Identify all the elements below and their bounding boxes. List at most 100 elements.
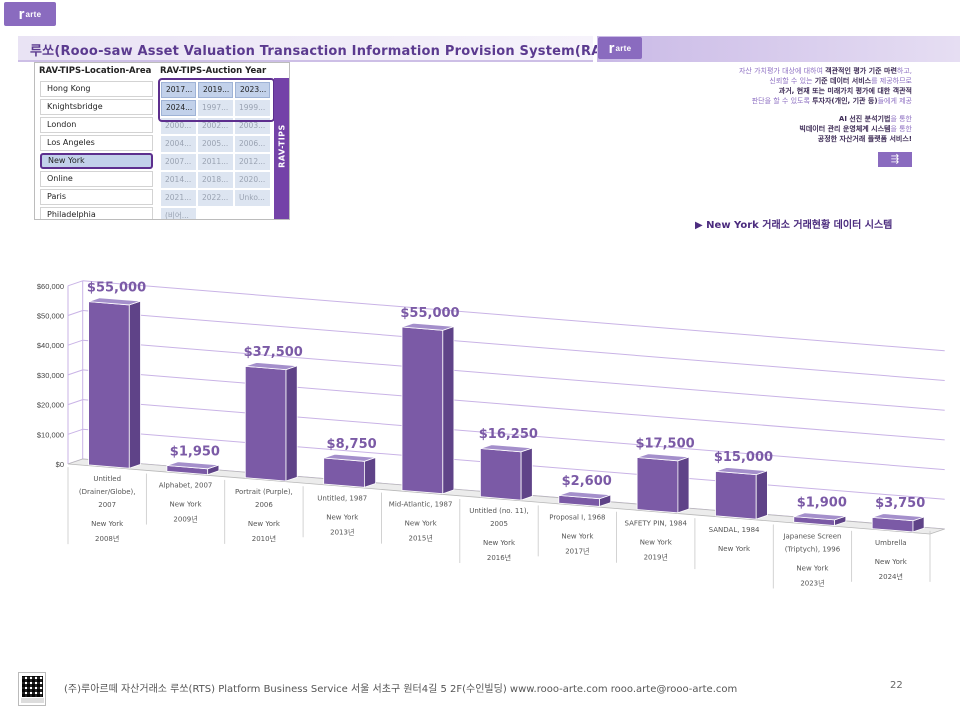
data-label: $55,000 (400, 306, 459, 321)
description-emphasis: 과거, 현재 또는 미래가치 평가에 대한 객관적 (778, 87, 912, 95)
data-label: $16,250 (479, 427, 538, 442)
filter-slicer: RAV-TIPS-Location-Area RAV-TIPS-Auction … (34, 62, 290, 220)
location-item[interactable]: London (40, 117, 153, 133)
category-location-label: New York (561, 532, 594, 540)
category-title-label: Untitled (93, 475, 121, 483)
location-item[interactable]: New York (40, 153, 153, 169)
description-emphasis: 기준 데이터 서비스 (814, 77, 872, 85)
year-item[interactable]: 2000... (161, 118, 196, 134)
description-line: 판단을 할 수 있도록 투자자(개인, 기관 등)들에게 제공 (600, 96, 912, 106)
y-gridline-side (67, 428, 83, 435)
description-emphasis: AI 선진 분석기법 (838, 115, 891, 123)
category-year-label: 2017년 (565, 546, 589, 555)
year-item[interactable]: 2007... (161, 154, 196, 170)
location-item[interactable]: Paris (40, 189, 153, 205)
year-item[interactable]: 2022... (198, 190, 233, 206)
qr-code-icon (18, 672, 46, 706)
y-gridline-side (67, 280, 83, 287)
description-emphasis: 빅데이터 관리 운영체계 시스템 (799, 125, 891, 133)
category-location-label: New York (483, 539, 516, 547)
year-item[interactable]: 2002... (198, 118, 233, 134)
bar-front (88, 301, 130, 469)
year-item[interactable]: 2023... (235, 82, 270, 98)
year-item[interactable]: 2011... (198, 154, 233, 170)
slicer-side-text: RAV-TIPS (277, 124, 287, 168)
category-location-label: New York (875, 558, 908, 566)
description-text: 자산 가치평가 대상에 대하여 (738, 67, 826, 75)
category-title-label: (Drainer/Globe), (79, 488, 136, 496)
year-item[interactable]: 2024... (161, 100, 196, 116)
share-icon[interactable]: ⇶ (878, 152, 912, 167)
description-line: 신뢰할 수 있는 기준 데이터 서비스를 제공하므로 (600, 76, 912, 86)
category-title-label: 2005 (490, 520, 508, 528)
bar-top (480, 444, 533, 453)
data-label: $55,000 (87, 280, 146, 295)
year-item[interactable]: 2021... (161, 190, 196, 206)
bar-top (323, 453, 376, 462)
data-label: $15,000 (714, 450, 773, 465)
y-tick-label: $60,000 (37, 282, 64, 291)
bar-top (872, 513, 925, 522)
data-label: $3,750 (875, 496, 925, 511)
bar-front (323, 457, 365, 488)
location-item[interactable]: Philadelphia (40, 207, 153, 219)
category-title-label: Umbrella (875, 539, 907, 547)
y-gridline (82, 399, 945, 471)
bar-front (479, 448, 522, 501)
bar-front (636, 457, 679, 514)
year-item[interactable]: 1999... (235, 100, 270, 116)
location-item[interactable]: Online (40, 171, 153, 187)
bar-front (244, 365, 287, 482)
category-year-label: 2016년 (487, 553, 511, 562)
description-text: 를 제공하므로 (871, 77, 912, 85)
description-emphasis: 객관적인 평가 기준 마련 (825, 67, 897, 75)
year-item[interactable]: 2018... (198, 172, 233, 188)
year-item[interactable]: 1997... (198, 100, 233, 116)
category-year-label: 2009년 (173, 515, 197, 524)
brand-logo-text: arte (615, 43, 632, 53)
footer-text: (주)루아르떼 자산거래소 루쏘(RTS) Platform Business … (64, 684, 738, 695)
bar-front (401, 326, 444, 495)
category-location-label: New York (170, 501, 203, 509)
description-emphasis: 투자자(개인, 기관 등) (812, 97, 878, 105)
category-year-label: 2023년 (800, 578, 824, 587)
bar-top (636, 453, 690, 462)
location-item[interactable]: Knightsbridge (40, 99, 153, 115)
y-gridline-side (67, 369, 83, 376)
year-item[interactable]: 2005... (198, 136, 233, 152)
bar-top (715, 467, 768, 476)
category-title-label: (Triptych), 1996 (785, 545, 841, 553)
category-title-label: Proposal I, 1968 (549, 513, 605, 521)
description-emphasis: 공정한 자산거래 플랫폼 서비스! (817, 135, 912, 143)
category-location-label: New York (248, 520, 281, 528)
description-line: 공정한 자산거래 플랫폼 서비스! (600, 134, 912, 144)
year-item[interactable]: 2014... (161, 172, 196, 188)
brand-logo-mark: r (18, 5, 25, 23)
location-item[interactable]: Hong Kong (40, 81, 153, 97)
bar-side (520, 447, 533, 501)
description-line: 빅데이터 관리 운영체계 시스템을 통한 (600, 124, 912, 134)
year-item[interactable]: Unko... (235, 190, 270, 206)
year-item[interactable]: 2017... (161, 82, 196, 98)
y-tick-label: $20,000 (37, 401, 64, 410)
year-item[interactable]: 2012... (235, 154, 270, 170)
year-item[interactable]: 2006... (235, 136, 270, 152)
description-text: 하고, (896, 67, 912, 75)
year-item[interactable]: (비어... (161, 208, 196, 219)
year-item[interactable]: 2019... (198, 82, 233, 98)
brand-logo-secondary: r arte (598, 37, 642, 59)
category-location-label: New York (91, 520, 124, 528)
category-year-label: 2024년 (879, 572, 903, 581)
category-title-label: SANDAL, 1984 (709, 526, 760, 534)
y-gridline-side (67, 310, 83, 316)
y-gridline-side (67, 399, 83, 406)
category-title-label: Alphabet, 2007 (159, 482, 213, 490)
year-item[interactable]: 2004... (161, 136, 196, 152)
description-text: 판단을 할 수 있도록 (751, 97, 813, 105)
y-tick-label: $50,000 (37, 312, 64, 321)
bar-top (88, 297, 141, 306)
location-item[interactable]: Los Angeles (40, 135, 153, 151)
year-item[interactable]: 2020... (235, 172, 270, 188)
category-title-label: Untitled, 1987 (317, 494, 367, 502)
year-item[interactable]: 2003... (235, 118, 270, 134)
